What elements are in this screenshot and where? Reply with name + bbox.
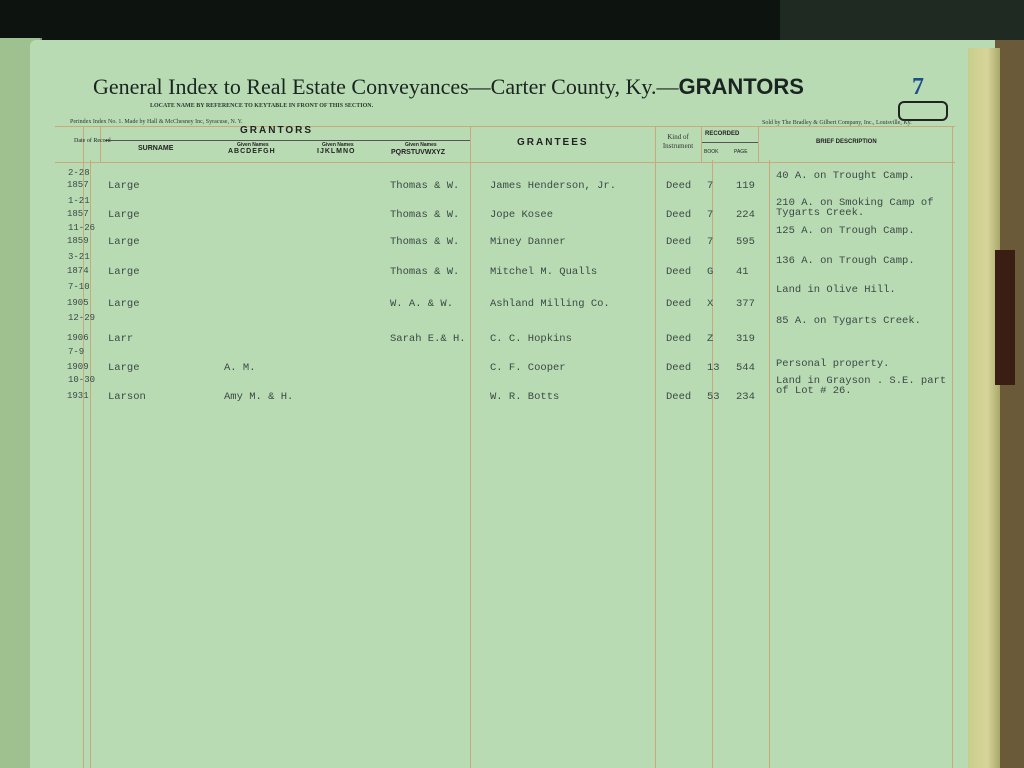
instrument-kind: Deed bbox=[666, 180, 692, 192]
page-title: General Index to Real Estate Conveyances… bbox=[93, 74, 804, 99]
book: 13 bbox=[707, 362, 720, 374]
grantee: C. F. Cooper bbox=[490, 362, 566, 374]
instrument-kind: Deed bbox=[666, 391, 692, 403]
given-names-p-z: Thomas & W. bbox=[390, 236, 460, 248]
record-date: 1-21 bbox=[68, 196, 90, 206]
ledger-page bbox=[30, 40, 995, 768]
grantees-header: GRANTEES bbox=[517, 137, 589, 148]
instrument-kind: Deed bbox=[666, 333, 692, 345]
surname: Large bbox=[108, 298, 140, 310]
description-cont: of Lot # 26. bbox=[776, 385, 852, 397]
instrument-kind: Deed bbox=[666, 209, 692, 221]
given-names-p-z: Thomas & W. bbox=[390, 209, 460, 221]
description: 40 A. on Trought Camp. bbox=[776, 170, 915, 182]
grantee: Ashland Milling Co. bbox=[490, 298, 610, 310]
surname-header: SURNAME bbox=[138, 145, 174, 152]
description: 210 A. on Smoking Camp of bbox=[776, 197, 934, 209]
given-names-a-h: A. M. bbox=[224, 362, 256, 374]
given-label-3: Given Names bbox=[405, 142, 437, 148]
book: 7 bbox=[707, 209, 714, 221]
book-header: BOOK bbox=[704, 149, 719, 155]
seller-text: Sold by The Bradley & Gilbert Company, I… bbox=[762, 120, 912, 126]
record-year: 1859 bbox=[67, 236, 89, 246]
description: Land in Olive Hill. bbox=[776, 284, 896, 296]
given-header-p-z: PQRSTUVWXYZ bbox=[391, 149, 446, 156]
grantee: Jope Kosee bbox=[490, 209, 554, 221]
grantors-header: GRANTORS bbox=[240, 125, 314, 136]
grantee: Mitchel M. Qualls bbox=[490, 266, 598, 278]
record-date: 12-29 bbox=[68, 313, 96, 323]
index-tab bbox=[995, 250, 1015, 385]
book: Z bbox=[707, 333, 714, 345]
book: 7 bbox=[707, 236, 714, 248]
page-number: 7 bbox=[912, 74, 924, 100]
page-stack-edge bbox=[968, 48, 1000, 768]
description: 125 A. on Trough Camp. bbox=[776, 225, 915, 237]
maker-text: Perindex Index No. 1. Made by Hall & McC… bbox=[70, 119, 243, 125]
given-header-a-h: ABCDEFGH bbox=[228, 148, 276, 155]
recorded-header: RECORDED bbox=[705, 131, 740, 137]
page-header: PAGE bbox=[734, 149, 748, 155]
grantee: W. R. Botts bbox=[490, 391, 560, 403]
kind-header: Kind of Instrument bbox=[662, 133, 694, 150]
grantee: C. C. Hopkins bbox=[490, 333, 572, 345]
page: 595 bbox=[736, 236, 755, 248]
given-names-p-z: W. A. & W. bbox=[390, 298, 454, 310]
description: 136 A. on Trough Camp. bbox=[776, 255, 915, 267]
instrument-kind: Deed bbox=[666, 298, 692, 310]
book: 53 bbox=[707, 391, 720, 403]
record-year: 1905 bbox=[67, 298, 89, 308]
description: Land in Grayson . S.E. part bbox=[776, 375, 947, 387]
record-date: 2-28 bbox=[68, 168, 90, 178]
page: 544 bbox=[736, 362, 755, 374]
surname: Larr bbox=[108, 333, 134, 345]
record-year: 1857 bbox=[67, 209, 89, 219]
page: 119 bbox=[736, 180, 755, 192]
page: 319 bbox=[736, 333, 755, 345]
surname: Large bbox=[108, 180, 140, 192]
given-names-p-z: Thomas & W. bbox=[390, 266, 460, 278]
page: 224 bbox=[736, 209, 755, 221]
record-year: 1874 bbox=[67, 266, 89, 276]
surname: Large bbox=[108, 236, 140, 248]
record-date: 11-26 bbox=[68, 223, 96, 233]
surname: Large bbox=[108, 266, 140, 278]
given-names-a-h: Amy M. & H. bbox=[224, 391, 294, 403]
surname: Large bbox=[108, 209, 140, 221]
book: 7 bbox=[707, 180, 714, 192]
surname: Larson bbox=[108, 391, 146, 403]
given-names-p-z: Sarah E.& H. bbox=[390, 333, 466, 345]
page: 377 bbox=[736, 298, 755, 310]
description-cont: Tygarts Creek. bbox=[776, 207, 865, 219]
instrument-kind: Deed bbox=[666, 362, 692, 374]
instruction-text: LOCATE NAME BY REFERENCE TO KEYTABLE IN … bbox=[150, 103, 374, 109]
record-year: 1931 bbox=[67, 391, 89, 401]
record-date: 7-10 bbox=[68, 282, 90, 292]
grantee: James Henderson, Jr. bbox=[490, 180, 617, 192]
page: 234 bbox=[736, 391, 755, 403]
grantee: Miney Danner bbox=[490, 236, 566, 248]
surname: Large bbox=[108, 362, 140, 374]
record-year: 1909 bbox=[67, 362, 89, 372]
record-date: 7-9 bbox=[68, 347, 85, 357]
description: 85 A. on Tygarts Creek. bbox=[776, 315, 921, 327]
given-label-1: Given Names bbox=[237, 142, 269, 148]
description: Personal property. bbox=[776, 358, 890, 370]
record-date: 3-21 bbox=[68, 252, 90, 262]
book: G bbox=[707, 266, 714, 278]
record-year: 1906 bbox=[67, 333, 89, 343]
book: X bbox=[707, 298, 714, 310]
description-header: BRIEF DESCRIPTION bbox=[816, 139, 877, 145]
instrument-kind: Deed bbox=[666, 236, 692, 248]
record-year: 1857 bbox=[67, 180, 89, 190]
given-header-i-o: IJKLMNO bbox=[317, 148, 356, 155]
given-label-2: Given Names bbox=[322, 142, 354, 148]
key-box bbox=[898, 101, 948, 121]
record-date: 10-30 bbox=[68, 375, 96, 385]
given-names-p-z: Thomas & W. bbox=[390, 180, 460, 192]
date-header: Date of Record bbox=[74, 138, 111, 144]
page: 41 bbox=[736, 266, 749, 278]
instrument-kind: Deed bbox=[666, 266, 692, 278]
